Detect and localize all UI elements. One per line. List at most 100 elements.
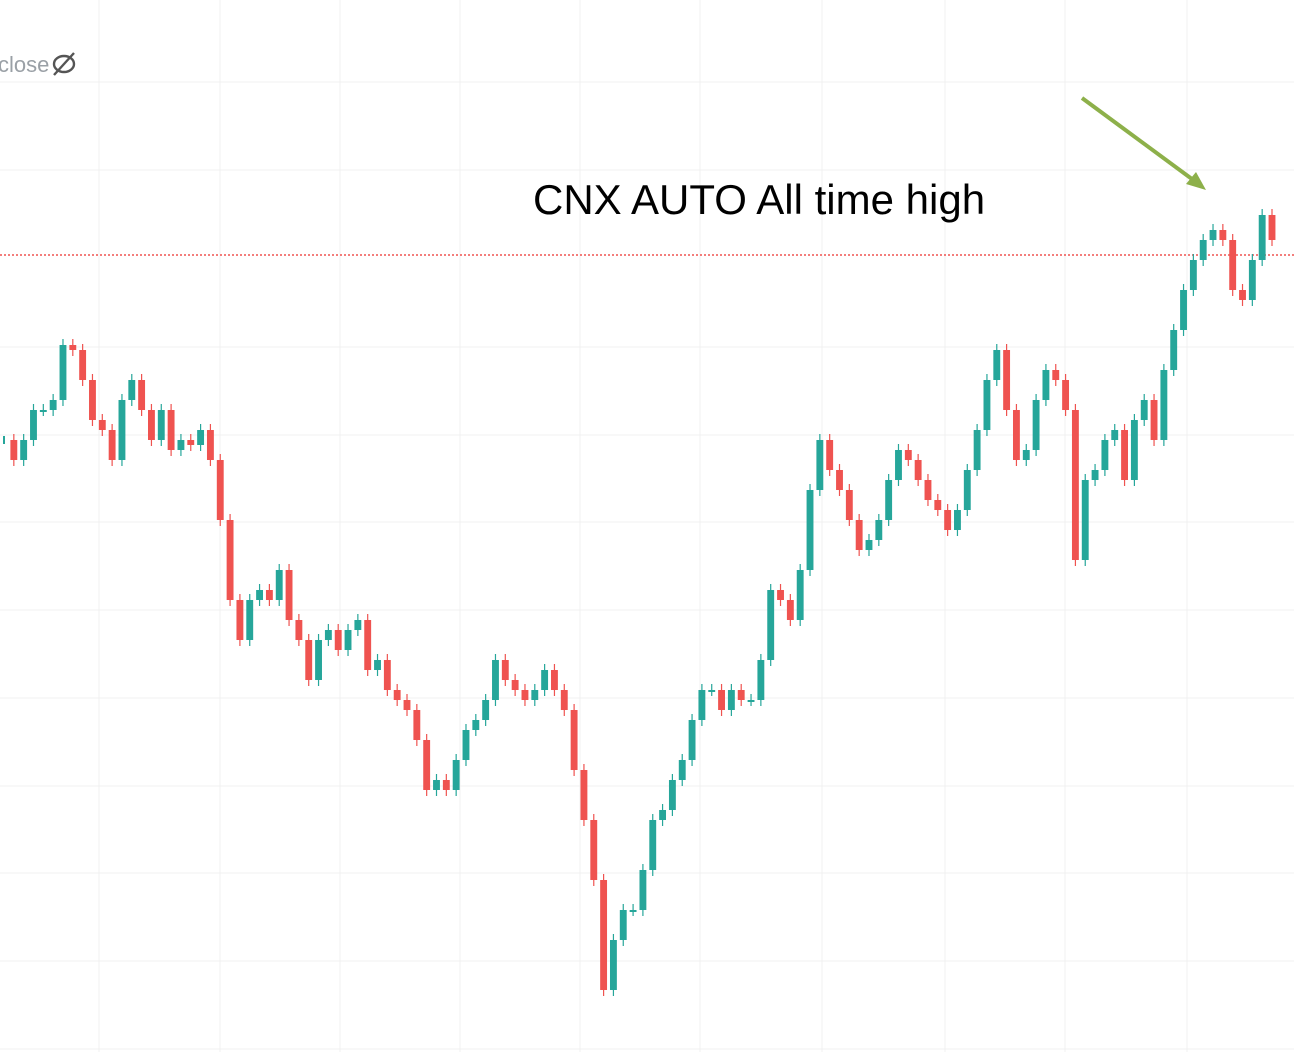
candle-body xyxy=(757,660,765,700)
candle-body xyxy=(845,490,853,520)
candle-body xyxy=(1150,400,1158,440)
candle-body xyxy=(1091,470,1099,480)
candle-body xyxy=(963,470,971,510)
candle-body xyxy=(492,660,499,700)
candle-body xyxy=(216,460,224,520)
candle-body xyxy=(49,400,57,410)
candle-body xyxy=(629,910,637,912)
candle-body xyxy=(364,620,372,670)
candle-body xyxy=(767,590,775,660)
candle-body xyxy=(108,430,116,460)
candle-body xyxy=(413,710,421,740)
candle-body xyxy=(590,820,598,880)
candle-body xyxy=(39,410,47,412)
candle-body xyxy=(698,690,706,720)
candle-body xyxy=(10,440,18,460)
candle-body xyxy=(727,690,735,710)
candle-body xyxy=(541,670,549,690)
candle-body xyxy=(1081,480,1089,560)
candle-body xyxy=(177,440,185,450)
candle-body xyxy=(1042,370,1050,400)
candle-body xyxy=(295,620,303,640)
candle-body xyxy=(1003,350,1011,410)
candle-body xyxy=(885,480,893,520)
candle-body xyxy=(452,760,460,790)
candle-body xyxy=(20,440,28,460)
candle-body xyxy=(924,480,932,500)
candle-body xyxy=(1111,430,1119,440)
candle-body xyxy=(747,700,755,702)
candle-body xyxy=(226,520,234,600)
candle-body xyxy=(1209,230,1217,240)
candle-body xyxy=(1189,260,1197,290)
candle-body xyxy=(423,740,431,790)
candle-body xyxy=(521,690,529,700)
candle-body xyxy=(1032,400,1040,450)
candle-body xyxy=(816,440,824,490)
candle-body xyxy=(472,720,480,730)
candle-body xyxy=(1130,420,1138,480)
candle-body xyxy=(973,430,981,470)
candle-body xyxy=(944,510,952,530)
candle-body xyxy=(796,570,804,620)
candle-body xyxy=(1160,370,1168,440)
candle-body xyxy=(1219,230,1227,240)
candle-body xyxy=(433,780,440,790)
candle-body xyxy=(1140,400,1148,420)
candle-body xyxy=(197,430,205,445)
candle-body xyxy=(954,510,961,530)
candle-body xyxy=(69,345,77,350)
visibility-icon[interactable] xyxy=(52,52,76,76)
candle-body xyxy=(609,940,617,990)
candle-body xyxy=(393,690,401,700)
candle-body xyxy=(1101,440,1109,470)
candle-body xyxy=(806,490,814,570)
candle-body xyxy=(344,630,352,650)
candle-body xyxy=(305,640,313,680)
candle-body xyxy=(187,440,195,445)
candle-body xyxy=(934,500,942,510)
candle-body xyxy=(1170,330,1178,370)
candle-body xyxy=(649,820,657,870)
candle-body xyxy=(275,570,283,600)
candle-body xyxy=(334,630,342,650)
annotation-arrow xyxy=(1080,96,1206,190)
candle-body xyxy=(1052,370,1060,380)
candle-body xyxy=(1248,260,1256,300)
candle-body xyxy=(89,380,96,420)
candle-body xyxy=(904,450,912,460)
candle-body xyxy=(914,460,922,480)
candle-body xyxy=(855,520,863,550)
candle-body xyxy=(1229,240,1237,290)
candle-body xyxy=(600,880,608,990)
candle-body xyxy=(79,350,87,380)
plot xyxy=(0,209,1294,996)
candle-body xyxy=(315,640,322,680)
candle-body xyxy=(256,590,264,600)
candle-body xyxy=(580,770,588,820)
candle-body xyxy=(462,730,470,760)
candle-body xyxy=(619,910,627,940)
candle-body xyxy=(786,600,794,620)
candle-body xyxy=(403,700,411,710)
candle-body xyxy=(668,780,676,810)
candle-body xyxy=(1258,215,1266,260)
candle-body xyxy=(1071,410,1079,560)
candle-body xyxy=(865,540,873,550)
candle-body xyxy=(826,440,834,470)
candle-body xyxy=(678,760,686,780)
candle-body xyxy=(206,430,214,460)
candle-body xyxy=(1199,240,1207,260)
candle-body xyxy=(157,410,165,440)
candle-body xyxy=(1012,410,1020,460)
candle-body xyxy=(570,710,578,770)
candle-body xyxy=(659,810,667,820)
candle-body xyxy=(383,660,391,690)
candle-body xyxy=(236,600,244,640)
candle-body xyxy=(511,680,519,690)
candle-body xyxy=(1062,380,1070,410)
candle-body xyxy=(688,720,696,760)
candle-body xyxy=(98,420,106,430)
candle-body xyxy=(501,660,509,680)
